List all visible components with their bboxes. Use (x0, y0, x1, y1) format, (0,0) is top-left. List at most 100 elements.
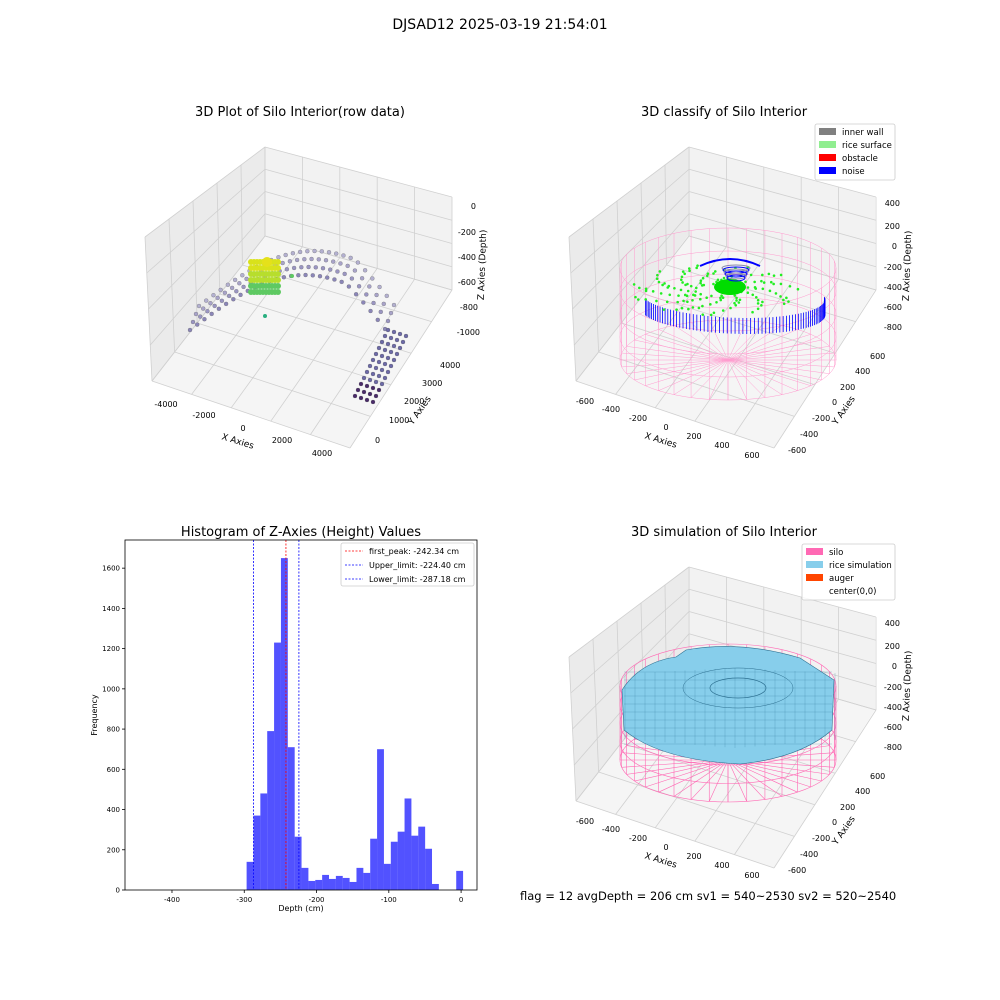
data-point (310, 273, 315, 278)
panel1-ztick: -800 (460, 303, 478, 312)
panel1-z-ticks: 0 -200 -400 -600 -800 -1000 (457, 202, 480, 337)
data-point (364, 369, 370, 375)
rice-surface-point (694, 286, 698, 290)
data-point (193, 311, 199, 317)
data-point (352, 268, 358, 273)
data-point (323, 258, 329, 263)
rice-surface-point (698, 297, 702, 301)
data-point (201, 306, 206, 311)
silo-spoke (727, 359, 811, 386)
panel4-ztick: 0 (892, 662, 897, 671)
panel1-ztick: -600 (458, 278, 476, 287)
data-point (240, 273, 245, 278)
data-point (196, 303, 202, 309)
histogram-bar (377, 749, 384, 890)
rice-surface-point (755, 296, 758, 299)
data-point (379, 381, 385, 387)
surface-ring (709, 677, 767, 699)
panel4-ytick: 0 (832, 818, 837, 827)
data-point (325, 275, 330, 280)
data-point (361, 389, 367, 395)
rice-surface-point (710, 294, 713, 298)
rice-surface-point (680, 278, 683, 282)
data-point (275, 289, 281, 295)
rice-surface-point (686, 289, 690, 293)
rice-surface-point (720, 294, 723, 297)
panel1-xtick: -2000 (192, 411, 215, 420)
histogram-bar (456, 870, 464, 890)
silo-spoke (727, 359, 766, 398)
data-point (400, 339, 406, 345)
data-point (328, 267, 333, 272)
silo-spoke (645, 759, 729, 788)
panel2-ztick: -600 (884, 303, 902, 312)
histogram-bar (253, 815, 261, 890)
data-point (287, 259, 293, 264)
silo-spoke (658, 759, 729, 793)
data-point (296, 273, 301, 278)
panel-classify: 3D classify of Silo Interior -600 -400 -… (568, 105, 914, 460)
panel4-xtick: -600 (576, 817, 594, 826)
panel4-xlabel: X Axies (643, 851, 678, 870)
data-point (385, 355, 391, 361)
panel1-y-ticks: 0 1000 2000 3000 4000 (375, 361, 460, 445)
rice-surface-point (702, 283, 706, 287)
gridline (575, 235, 690, 382)
data-point (367, 391, 373, 397)
panel4-z-ticks: 400 200 0 -200 -400 -600 -800 (884, 619, 902, 752)
gridline (151, 380, 351, 449)
data-point (334, 251, 339, 256)
data-point (388, 310, 394, 316)
gridline (148, 191, 266, 310)
gridline (191, 246, 303, 395)
panel2-right-pane (688, 147, 875, 290)
panel4-xtick: -200 (629, 834, 647, 843)
rice-surface-point (663, 282, 666, 285)
data-point (391, 357, 397, 363)
histogram-bar (363, 872, 371, 890)
gridline (773, 709, 877, 869)
rice-surface-point (681, 270, 685, 273)
rice-surface-point (735, 299, 738, 302)
panel2-x-ticks: -600 -400 -200 0 200 400 600 (576, 397, 760, 460)
rice-surface-point (779, 282, 783, 286)
data-point (377, 284, 382, 290)
histogram-bar (246, 861, 254, 890)
legend-entry: silo (829, 548, 843, 558)
data-point (283, 252, 288, 258)
rice-surface-point (657, 280, 661, 284)
silo-spoke (690, 759, 729, 800)
panel4-ytick: 600 (870, 772, 885, 781)
panel1-zlabel: Z Axies (Depth) (477, 230, 489, 301)
panel-simulation: 3D simulation of Silo Interior -600 -400… (568, 525, 914, 880)
panel2-ztick: -400 (884, 283, 902, 292)
rice-surface-point (686, 282, 689, 286)
histogram-bar (301, 867, 309, 890)
data-point (302, 257, 307, 262)
data-point (371, 300, 376, 306)
rice-surface-point (675, 308, 678, 311)
histogram-xtick-label: 0 (459, 896, 463, 904)
panel2-ztick: -800 (884, 323, 902, 332)
data-point (305, 249, 310, 254)
legend-entry: first_peak: -242.34 cm (369, 547, 459, 556)
silo-spoke (727, 320, 747, 361)
silo-spoke (690, 359, 729, 398)
silo-spoke (708, 759, 729, 802)
data-point (361, 300, 366, 305)
rice-surface-point (782, 302, 786, 306)
histogram-bar (287, 747, 295, 890)
data-point (352, 393, 358, 399)
data-point (326, 250, 332, 255)
panel4-zlabel: Z Axies (Depth) (902, 651, 914, 722)
panel4-ytick: -200 (812, 834, 830, 843)
data-point (385, 369, 391, 375)
panel2-ytick: 400 (855, 367, 870, 376)
data-point (341, 253, 346, 258)
data-point (275, 277, 281, 283)
gridline (688, 235, 877, 291)
silo-spoke (727, 322, 766, 361)
rice-surface-point (699, 292, 702, 296)
panel2-ytick: -200 (812, 414, 830, 423)
gridline (688, 146, 877, 198)
